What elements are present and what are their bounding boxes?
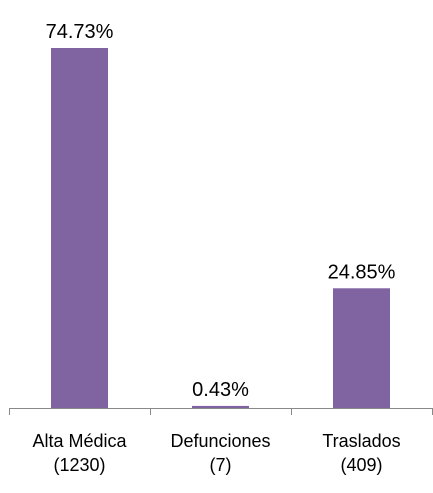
x-tick-label: Defunciones	[170, 431, 270, 451]
x-tick-label: Alta Médica	[32, 431, 127, 451]
x-tick-label: Traslados	[322, 431, 400, 451]
x-tick-label: (7)	[210, 455, 232, 475]
bar	[51, 48, 108, 408]
data-label: 0.43%	[192, 379, 249, 401]
x-tick-label: (409)	[340, 455, 382, 475]
bar	[192, 405, 249, 408]
data-label: 24.85%	[328, 261, 396, 283]
bar	[333, 288, 390, 408]
data-label: 74.73%	[46, 21, 114, 43]
x-tick-label: (1230)	[53, 455, 105, 475]
